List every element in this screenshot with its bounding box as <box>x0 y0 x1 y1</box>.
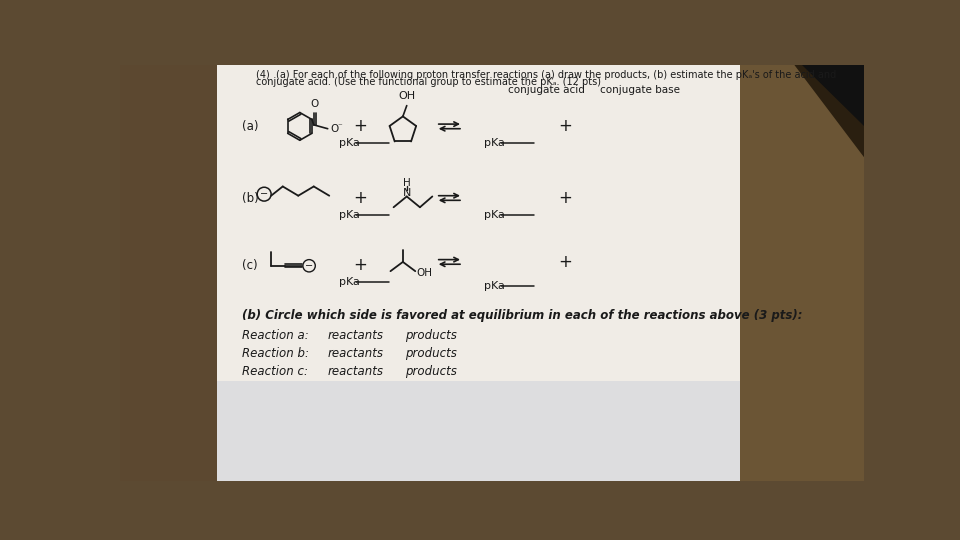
Text: (b) Circle which side is favored at equilibrium in each of the reactions above (: (b) Circle which side is favored at equi… <box>243 308 803 321</box>
Text: Reaction a:: Reaction a: <box>243 329 309 342</box>
Text: ⁻: ⁻ <box>337 123 342 132</box>
Text: reactants: reactants <box>327 364 384 378</box>
Text: +: + <box>353 117 367 136</box>
Bar <box>732 65 864 481</box>
Text: products: products <box>405 364 457 378</box>
Text: H: H <box>403 178 411 187</box>
Text: OH: OH <box>417 268 433 278</box>
Text: (a): (a) <box>243 120 259 133</box>
Text: +: + <box>353 256 367 274</box>
Text: conjugate acid: conjugate acid <box>508 85 585 95</box>
Polygon shape <box>771 65 864 157</box>
Text: conjugate acid. (Use the functional group to estimate the pKₐ. (12 pts): conjugate acid. (Use the functional grou… <box>255 77 601 87</box>
Text: pKa: pKa <box>339 277 360 287</box>
Text: O: O <box>310 99 319 110</box>
Text: (4)  (a) For each of the following proton transfer reactions (a) draw the produc: (4) (a) For each of the following proton… <box>255 70 836 80</box>
Bar <box>120 65 217 481</box>
Text: (c): (c) <box>243 259 258 272</box>
Text: pKa: pKa <box>484 281 505 291</box>
Text: +: + <box>559 117 572 136</box>
Text: +: + <box>559 253 572 271</box>
Text: Reaction c:: Reaction c: <box>243 364 308 378</box>
Text: N: N <box>402 188 411 198</box>
Text: O: O <box>331 125 339 134</box>
Text: −: − <box>305 261 313 271</box>
Polygon shape <box>217 381 740 481</box>
Text: OH: OH <box>398 91 416 101</box>
Text: pKa: pKa <box>339 210 360 220</box>
Text: +: + <box>559 189 572 207</box>
Text: (b): (b) <box>243 192 259 205</box>
Text: products: products <box>405 329 457 342</box>
Text: pKa: pKa <box>484 138 505 149</box>
Polygon shape <box>217 65 740 481</box>
Text: pKa: pKa <box>339 138 360 149</box>
Text: reactants: reactants <box>327 347 384 360</box>
Text: pKa: pKa <box>484 210 505 220</box>
Text: conjugate base: conjugate base <box>601 85 681 95</box>
Polygon shape <box>802 65 864 126</box>
Text: +: + <box>353 189 367 207</box>
Text: products: products <box>405 347 457 360</box>
Text: Reaction b:: Reaction b: <box>243 347 309 360</box>
Text: reactants: reactants <box>327 329 384 342</box>
Text: −: − <box>260 189 268 199</box>
